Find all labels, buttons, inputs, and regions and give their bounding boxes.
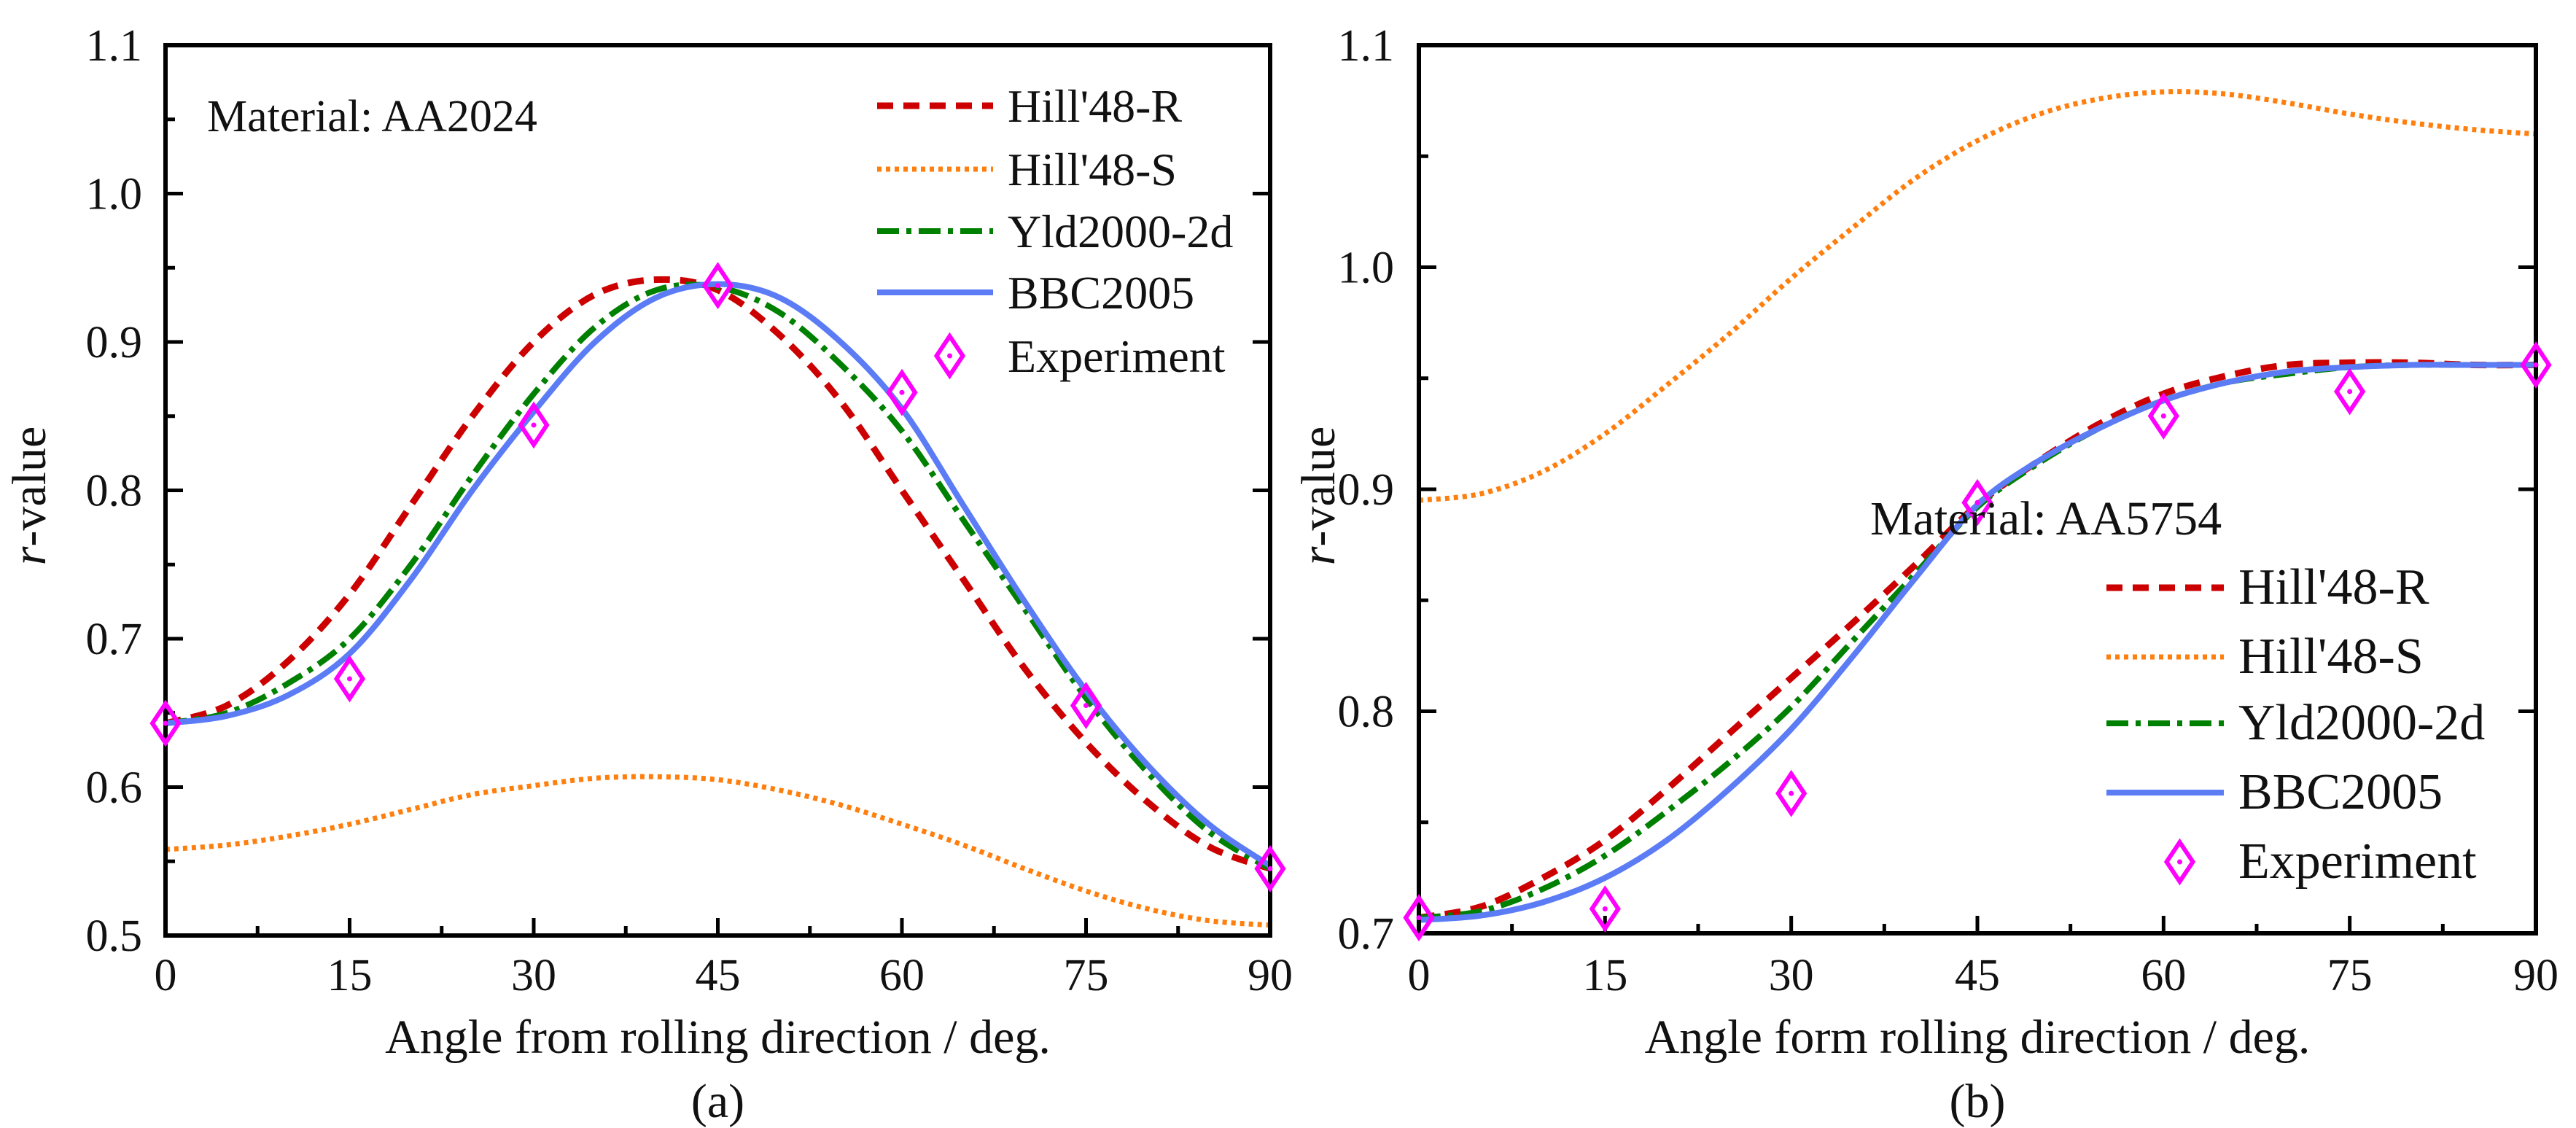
y-tick-label: 0.8 (1338, 688, 1395, 737)
experiment-marker (149, 699, 182, 747)
legend-label-bbc2005: BBC2005 (1008, 267, 1194, 319)
x-tick-label: 45 (1955, 951, 2000, 1000)
legend-label-yld2000: Yld2000-2d (1008, 206, 1233, 257)
experiment-marker (2334, 367, 2366, 416)
experiment-marker-dot (1083, 703, 1089, 709)
experiment-marker (1775, 769, 1808, 817)
x-tick-label: 75 (2327, 951, 2373, 1000)
series-line-bbc2005 (1419, 362, 2536, 923)
experiment-marker (1254, 845, 1286, 892)
plot-area (166, 276, 1270, 928)
x-tick-label: 90 (1248, 951, 1293, 1000)
experiment-marker-dot (1267, 866, 1273, 871)
experiment-marker-dot (899, 389, 905, 395)
experiment-marker (886, 368, 918, 416)
legend-label-bbc2005: BBC2005 (2238, 764, 2443, 820)
y-axis-title: r-value (3, 427, 56, 566)
x-tick-label: 60 (2141, 951, 2186, 1000)
x-tick-label: 30 (1769, 951, 1814, 1000)
x-tick-label: 15 (327, 951, 373, 1000)
experiment-marker-dot (1974, 499, 1980, 505)
x-tick-label: 90 (2513, 951, 2559, 1000)
y-tick-label: 1.1 (1338, 21, 1395, 71)
y-tick-label: 1.1 (86, 21, 143, 71)
experiment-marker-dot (1789, 790, 1794, 796)
experiment-marker-dot (715, 283, 720, 289)
experiment-marker-dot (531, 422, 537, 428)
experiment-marker (701, 262, 734, 310)
y-tick-label: 1.0 (1338, 244, 1395, 293)
x-tick-label: 75 (1064, 951, 1109, 1000)
experiment-marker (2520, 341, 2552, 389)
legend-label-yld2000: Yld2000-2d (2238, 695, 2485, 751)
x-tick-label: 60 (879, 951, 925, 1000)
experiment-marker (1589, 885, 1621, 933)
x-tick-label: 15 (1582, 951, 1627, 1000)
experiment-marker (1961, 478, 1993, 526)
chart-panel-b: 0 15 30 45 60 75 90 0.7 0.8 0.9 1.0 1.1 Angle form r… (1292, 21, 2559, 1128)
y-axis-title: r-value (1292, 427, 1345, 566)
y-tick-label: 0.9 (86, 318, 143, 367)
y-tick-label: 0.8 (86, 467, 143, 516)
material-annotation: Material: AA5754 (1870, 492, 2222, 545)
legend-label-hill48r: Hill'48-R (1008, 80, 1182, 132)
experiment-marker-dot (2160, 413, 2166, 419)
experiment-marker-dot (1416, 915, 1422, 921)
legend: Hill'48-R Hill'48-S Yld2000-2d BBC2005 Exper… (2106, 559, 2485, 890)
x-tick-label: 0 (155, 951, 177, 1000)
series-line-bbc2005 (166, 281, 1270, 868)
x-tick-label: 30 (511, 951, 556, 1000)
y-axis-title-rest: -value (3, 427, 56, 547)
y-tick-label: 0.9 (1338, 465, 1395, 515)
y-tick-label: 0.6 (86, 763, 143, 813)
y-axis-title-rest: -value (1292, 427, 1345, 547)
legend-label-hill48s: Hill'48-S (2238, 629, 2424, 685)
y-tick-label: 0.7 (1338, 909, 1395, 959)
y-axis-title-italic: r (1292, 546, 1345, 565)
experiment-marker-dot (1602, 906, 1608, 912)
experiment-marker (333, 655, 366, 703)
legend-label-hill48r: Hill'48-R (2238, 559, 2429, 615)
experiment-marker (518, 401, 550, 449)
x-axis-title: Angle from rolling direction / deg. (385, 1011, 1051, 1064)
legend: Hill'48-R Hill'48-S Yld2000-2d BBC2005 Exper… (877, 80, 1233, 382)
panel-label: (a) (691, 1075, 744, 1128)
series-line-hill48s (1419, 89, 2536, 503)
x-tick-label: 45 (696, 951, 741, 1000)
legend-swatch-experiment-dot (2177, 859, 2182, 865)
chart-panel-a: 0 15 30 45 60 75 90 0.5 0.6 0.7 0.8 0.9 1.0 1.1 Angle … (3, 21, 1293, 1128)
panel-label: (b) (1950, 1075, 2006, 1128)
legend-swatch-experiment (933, 332, 966, 380)
experiment-marker-dot (347, 676, 352, 682)
experiment-marker-dot (2347, 389, 2353, 394)
series-line-yld2000 (166, 281, 1270, 871)
material-annotation: Material: AA2024 (207, 92, 537, 141)
legend-label-experiment: Experiment (2238, 833, 2477, 890)
y-tick-label: 0.7 (86, 615, 143, 664)
legend-swatch-experiment-dot (947, 353, 952, 359)
experiment-marker (1070, 682, 1102, 729)
legend-swatch-experiment (2163, 838, 2196, 886)
experiment-marker (2147, 392, 2179, 440)
y-tick-label: 1.0 (86, 170, 143, 219)
x-tick-label: 0 (1408, 951, 1431, 1000)
legend-label-hill48s: Hill'48-S (1008, 144, 1177, 195)
x-axis-title: Angle form rolling direction / deg. (1645, 1011, 2311, 1064)
y-tick-label: 0.5 (86, 911, 143, 961)
series-line-hill48s (166, 774, 1270, 928)
series-line-hill48r (166, 276, 1270, 872)
legend-label-experiment: Experiment (1008, 330, 1226, 382)
y-axis-title-italic: r (3, 546, 56, 565)
experiment-marker-dot (163, 720, 168, 726)
experiment-marker (1403, 894, 1435, 942)
experiment-marker-dot (2533, 362, 2539, 367)
